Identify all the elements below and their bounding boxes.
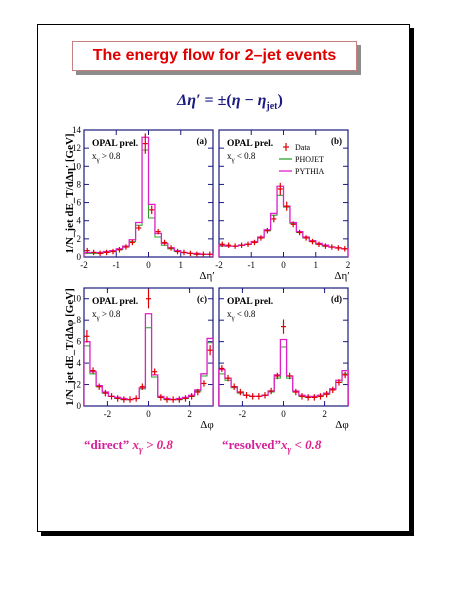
p2-pythia-histogram bbox=[218, 185, 349, 257]
p3-ytick-label: 2 bbox=[77, 380, 82, 390]
p1-ytick-label: 0 bbox=[77, 252, 82, 262]
p3-ytick-label: 10 bbox=[72, 294, 82, 304]
p3-cut-label: xγ > 0.8 bbox=[92, 309, 121, 322]
p1-xtick-label: -2 bbox=[80, 260, 88, 270]
p4-opal-label: OPAL prel. bbox=[227, 297, 273, 307]
formula-etajet: η bbox=[257, 92, 267, 109]
title-box: The energy flow for 2–jet events bbox=[72, 41, 357, 71]
caption-direct: “direct” xγ > 0.8 bbox=[84, 437, 173, 455]
p2-xtick-label: -2 bbox=[215, 260, 223, 270]
p2-xaxis-label: Δη′ bbox=[334, 270, 349, 282]
slide-frame bbox=[37, 24, 410, 532]
legend-phojet-label: PHOJET bbox=[295, 155, 324, 164]
p1-xtick-label: 1 bbox=[179, 260, 184, 270]
formula-rel: = ±( bbox=[200, 92, 232, 109]
caption-resolved-sub: γ bbox=[287, 444, 292, 455]
formula: Δη′ = ±(η − ηjet) bbox=[140, 92, 320, 112]
p2-panel-tag: (b) bbox=[331, 136, 342, 146]
p3-ytick-label: 6 bbox=[77, 337, 82, 347]
p3-ytick-label: 0 bbox=[77, 401, 82, 411]
p1-ytick-label: 6 bbox=[77, 198, 82, 208]
caption-resolved: “resolved”xγ < 0.8 bbox=[222, 437, 321, 455]
legend-pythia-label: PYTHIA bbox=[295, 167, 325, 176]
p1-ytick-label: 2 bbox=[77, 234, 82, 244]
formula-eta: η bbox=[231, 92, 241, 109]
p1-ytick-label: 10 bbox=[72, 161, 82, 171]
caption-direct-sub: γ bbox=[139, 444, 143, 455]
p3-ytick-label: 8 bbox=[77, 315, 82, 325]
caption-direct-label: “direct” bbox=[84, 437, 130, 452]
formula-minus: − bbox=[240, 92, 258, 109]
p1-cut-label: xγ > 0.8 bbox=[92, 151, 121, 164]
p1-pythia-histogram bbox=[83, 136, 214, 257]
p4-cut-label: xγ < 0.8 bbox=[227, 309, 256, 322]
p1-ytick-label: 4 bbox=[77, 216, 82, 226]
p1-ytick-label: 14 bbox=[72, 125, 82, 135]
p4-xtick-label: 2 bbox=[322, 409, 327, 419]
formula-sub: jet bbox=[266, 101, 278, 113]
p1-yaxis-label: 1/N_jet dE_T/dΔη′ [GeV] bbox=[64, 133, 76, 253]
p4-xtick-label: 0 bbox=[281, 409, 286, 419]
p2-xtick-label: 2 bbox=[346, 260, 351, 270]
p4-phojet-histogram bbox=[218, 346, 349, 406]
p4-xaxis-label: Δφ bbox=[335, 419, 348, 431]
p2-xtick-label: 1 bbox=[314, 260, 319, 270]
p4-pythia-histogram bbox=[218, 338, 349, 406]
p1-xaxis-label: Δη′ bbox=[199, 270, 214, 282]
caption-direct-var: x bbox=[132, 437, 140, 452]
caption-resolved-rel: < 0.8 bbox=[291, 437, 322, 452]
p4-xtick-label: -2 bbox=[239, 409, 247, 419]
formula-close: ) bbox=[277, 92, 283, 109]
p3-xaxis-label: Δφ bbox=[200, 419, 213, 431]
p2-cut-label: xγ < 0.8 bbox=[227, 151, 256, 164]
p3-ytick-label: 4 bbox=[77, 358, 82, 368]
slide-title: The energy flow for 2–jet events bbox=[92, 47, 337, 64]
p1-panel-tag: (a) bbox=[197, 136, 208, 146]
p2-opal-label: OPAL prel. bbox=[227, 139, 273, 149]
caption-resolved-label: “resolved” bbox=[222, 437, 281, 452]
caption-direct-rel: > 0.8 bbox=[142, 437, 173, 452]
p4-panel-tag: (d) bbox=[331, 294, 342, 304]
p2-xtick-label: 0 bbox=[281, 260, 286, 270]
p1-ytick-label: 8 bbox=[77, 179, 82, 189]
formula-lhs: Δη′ bbox=[177, 92, 201, 109]
p3-xtick-label: 2 bbox=[187, 409, 192, 419]
p3-pythia-histogram bbox=[83, 313, 214, 406]
p3-phojet-histogram bbox=[83, 327, 214, 406]
caption-resolved-var: x bbox=[280, 437, 288, 452]
p1-opal-label: OPAL prel. bbox=[92, 139, 138, 149]
p3-xtick-label: -2 bbox=[104, 409, 112, 419]
p1-ytick-label: 12 bbox=[72, 143, 81, 153]
p3-yaxis-label: 1/N_jet dE_T/dΔφ [GeV] bbox=[64, 288, 76, 406]
p2-xtick-label: -1 bbox=[248, 260, 256, 270]
p1-xtick-label: -1 bbox=[113, 260, 121, 270]
p1-xtick-label: 0 bbox=[146, 260, 151, 270]
p3-panel-tag: (c) bbox=[197, 294, 207, 304]
p3-xtick-label: 0 bbox=[146, 409, 151, 419]
legend-data-label: Data bbox=[295, 143, 311, 152]
p3-opal-label: OPAL prel. bbox=[92, 297, 138, 307]
